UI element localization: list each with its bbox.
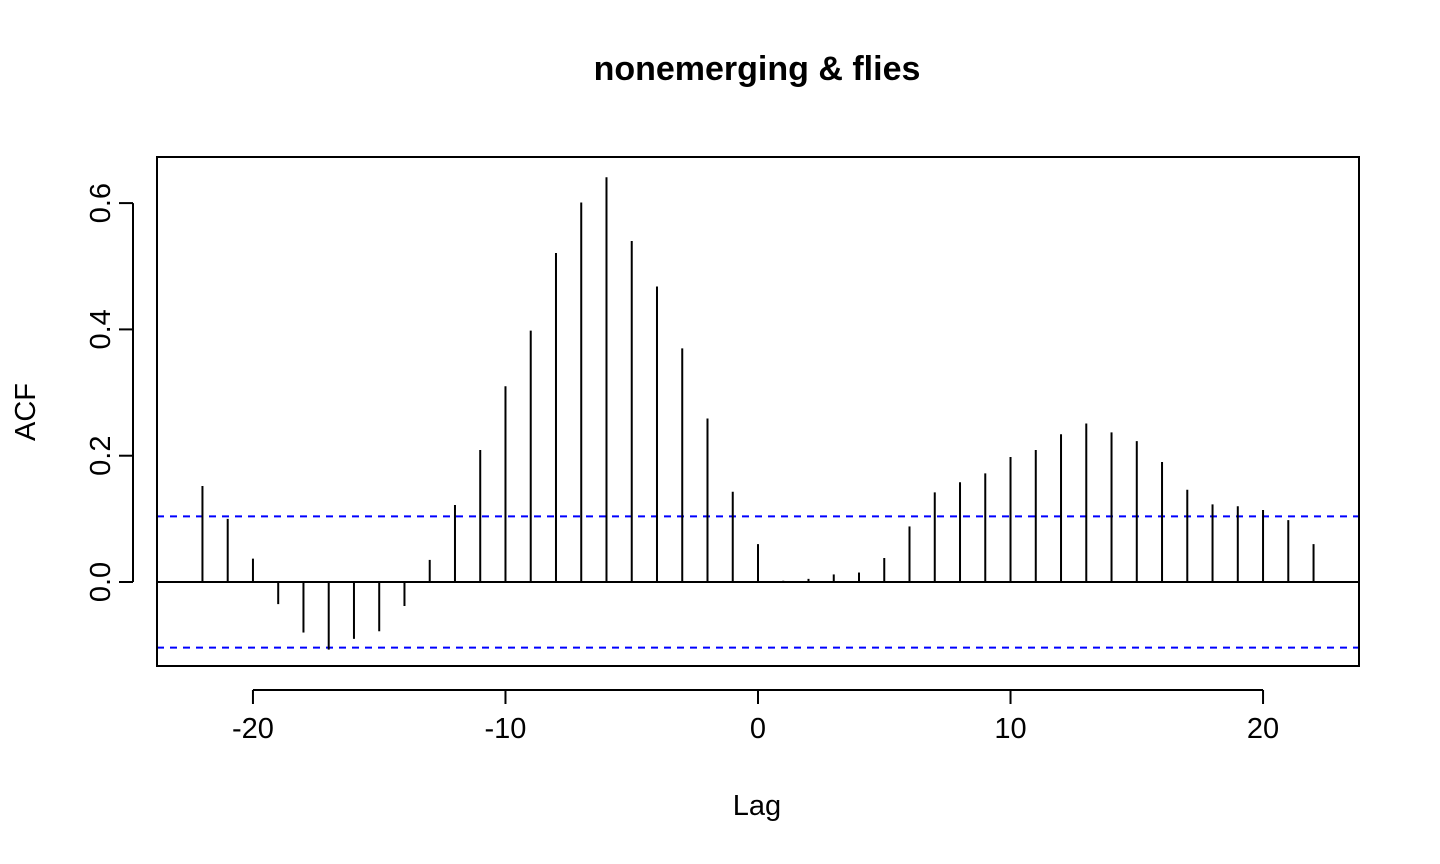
y-tick-label: 0.2 [85, 436, 117, 476]
y-tick-label: 0.0 [85, 562, 117, 602]
chart-title: nonemerging & flies [594, 50, 921, 88]
x-tick-label: -20 [232, 713, 274, 745]
y-axis-label: ACF [10, 383, 42, 441]
x-tick-label: 0 [750, 713, 766, 745]
y-tick-label: 0.6 [85, 183, 117, 223]
x-axis-label: Lag [733, 790, 781, 822]
plot-frame [156, 156, 1360, 667]
x-tick-label: 10 [994, 713, 1026, 745]
x-tick-label: 20 [1247, 713, 1279, 745]
plot-area [157, 177, 1359, 650]
x-tick-label: -10 [485, 713, 527, 745]
y-tick-label: 0.4 [85, 309, 117, 349]
axes: -20 -10 0 10 20 0.0 0.2 0.4 0.6 [85, 156, 1360, 745]
